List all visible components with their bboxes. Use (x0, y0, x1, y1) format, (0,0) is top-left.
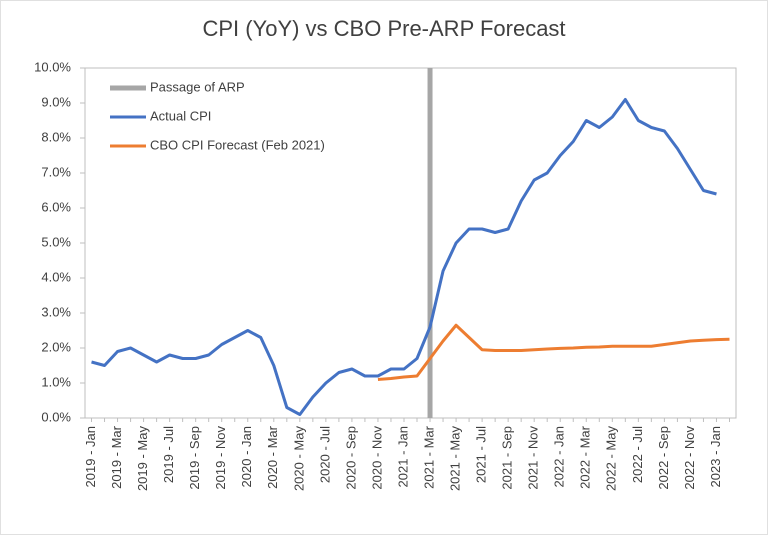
legend-label: Actual CPI (150, 108, 211, 123)
x-tick-label: 2020 - Jan (239, 426, 254, 487)
legend-label: Passage of ARP (150, 79, 245, 94)
series-line (91, 98, 717, 416)
y-tick-label: 1.0% (41, 374, 71, 389)
y-tick-label: 3.0% (41, 304, 71, 319)
x-tick-label: 2020 - May (291, 426, 306, 492)
x-tick-label: 2022 - Jan (552, 426, 567, 487)
x-tick-label: 2020 - Nov (369, 426, 384, 490)
x-tick-label: 2023 - Jan (708, 426, 723, 487)
y-tick-label: 4.0% (41, 269, 71, 284)
x-tick-label: 2021 - Nov (526, 426, 541, 490)
x-tick-label: 2019 - Jan (83, 426, 98, 487)
y-tick-label: 8.0% (41, 129, 71, 144)
x-tick-label: 2019 - Mar (109, 425, 124, 489)
x-tick-label: 2022 - Jul (630, 426, 645, 483)
y-tick-label: 7.0% (41, 164, 71, 179)
x-tick-label: 2022 - May (604, 426, 619, 492)
y-tick-label: 2.0% (41, 339, 71, 354)
y-tick-label: 9.0% (41, 94, 71, 109)
x-tick-label: 2022 - Mar (578, 425, 593, 489)
y-tick-label: 5.0% (41, 234, 71, 249)
x-tick-label: 2020 - Jul (317, 426, 332, 483)
x-tick-label: 2019 - Jul (161, 426, 176, 483)
series-line (377, 323, 730, 381)
y-tick-label: 10.0% (34, 59, 71, 74)
x-tick-label: 2022 - Sep (656, 426, 671, 490)
x-tick-label: 2019 - Sep (187, 426, 202, 490)
x-tick-label: 2022 - Nov (682, 426, 697, 490)
y-tick-label: 0.0% (41, 409, 71, 424)
legend-label: CBO CPI Forecast (Feb 2021) (150, 137, 325, 152)
x-tick-label: 2019 - May (135, 426, 150, 492)
x-tick-label: 2019 - Nov (213, 426, 228, 490)
x-tick-label: 2020 - Mar (265, 425, 280, 489)
x-tick-label: 2020 - Sep (343, 426, 358, 490)
y-tick-label: 6.0% (41, 199, 71, 214)
chart-title: CPI (YoY) vs CBO Pre-ARP Forecast (202, 16, 565, 41)
x-tick-label: 2021 - Mar (421, 425, 436, 489)
x-tick-label: 2021 - Jan (395, 426, 410, 487)
x-tick-label: 2021 - May (448, 426, 463, 492)
x-tick-label: 2021 - Sep (500, 426, 515, 490)
x-tick-label: 2021 - Jul (474, 426, 489, 483)
